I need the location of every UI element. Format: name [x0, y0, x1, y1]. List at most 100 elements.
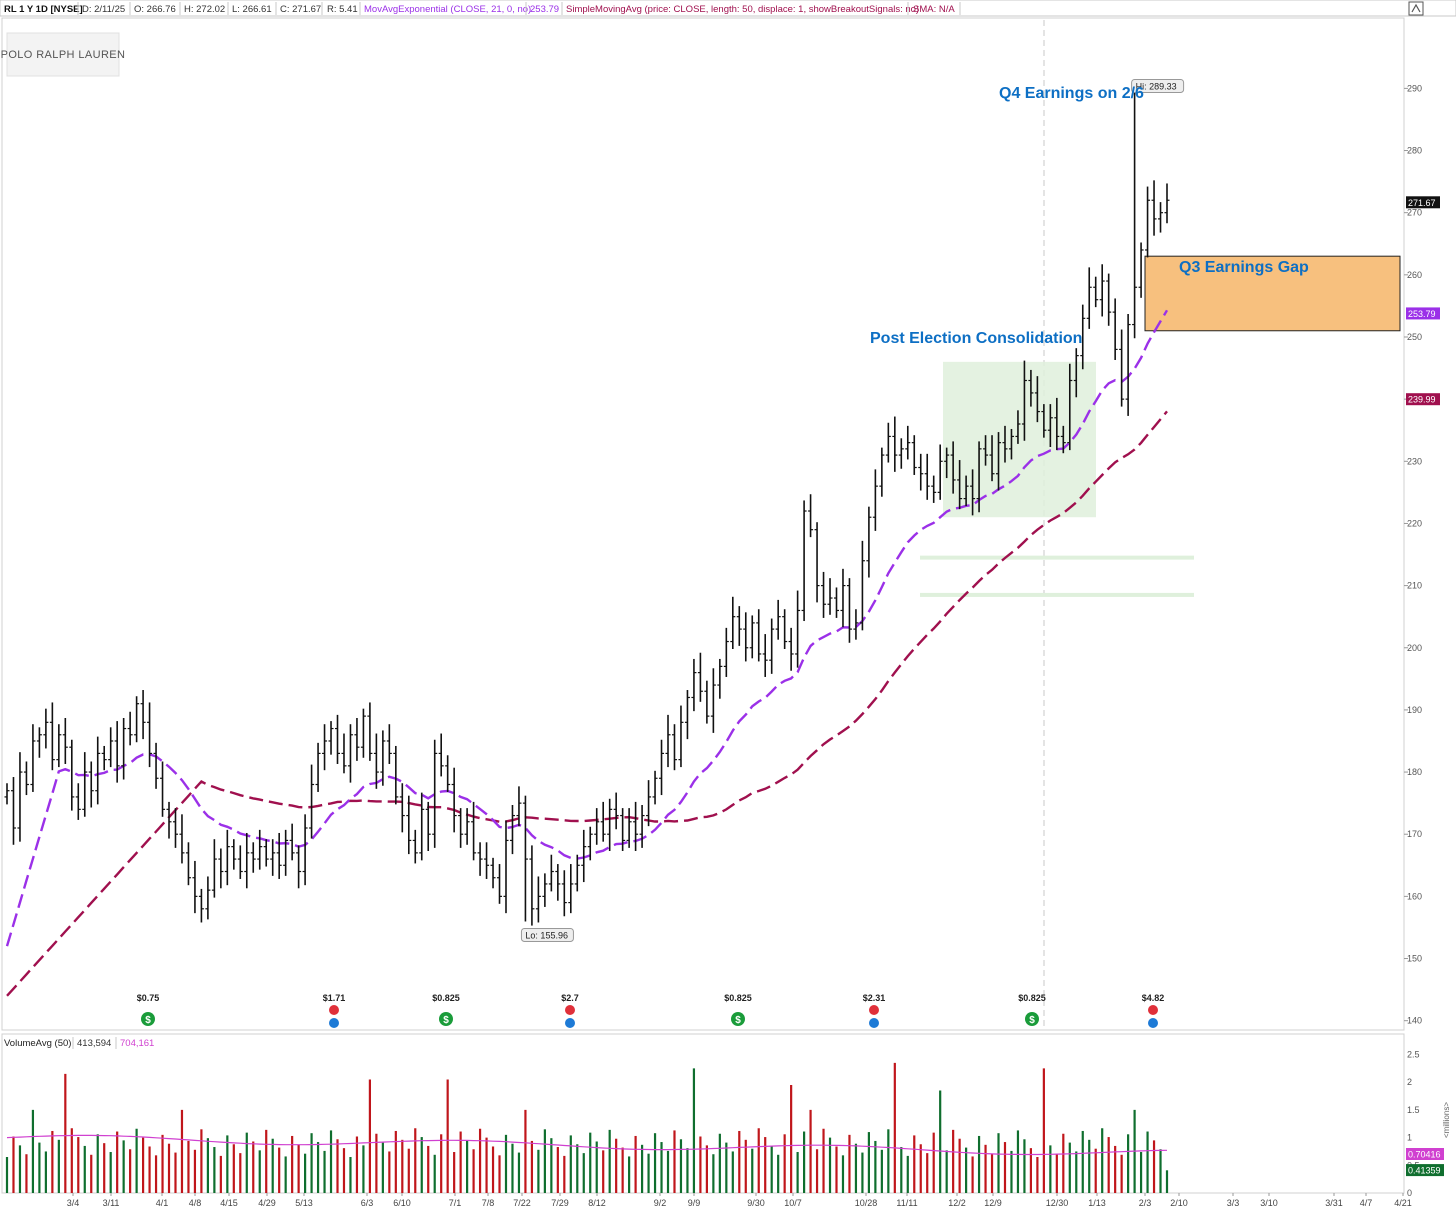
- close-price-tag-label: 271.67: [1408, 198, 1436, 208]
- date-label: D: 2/11/25: [82, 4, 125, 15]
- price-tick-label: 160: [1407, 891, 1422, 901]
- date-tick-label: 3/3: [1227, 1198, 1240, 1208]
- low-callout-box: [520, 927, 574, 942]
- price-tick-label: 270: [1407, 208, 1422, 218]
- dividend-amount-label: $0.825: [724, 993, 752, 1003]
- earnings-info-icon[interactable]: [1148, 1018, 1158, 1028]
- volume-label: VolumeAvg (50): [4, 1038, 71, 1049]
- low-label: L: 266.61: [232, 4, 272, 15]
- ema21-price-tag-label: 253.79: [1408, 309, 1436, 319]
- earnings-amount-label: $1.71: [323, 993, 346, 1003]
- date-tick-label: 11/11: [896, 1198, 917, 1208]
- support-line-2: [920, 592, 1194, 597]
- volume-unit-label: <millions>: [1442, 1102, 1451, 1138]
- volume-value: 413,594: [77, 1038, 111, 1049]
- date-tick-label: 3/11: [103, 1198, 120, 1208]
- ema21-price-tag: [1406, 307, 1440, 320]
- earnings-info-icon[interactable]: [565, 1018, 575, 1028]
- date-tick-label: 5/13: [295, 1198, 313, 1208]
- date-tick-label: 8/12: [588, 1198, 606, 1208]
- date-tick-label: 12/2: [948, 1198, 966, 1208]
- high-callout-label: Hi: 289.33: [1136, 82, 1177, 92]
- ema-study-label: MovAvgExponential (CLOSE, 21, 0, no): [364, 4, 531, 15]
- date-tick-label: 9/2: [654, 1198, 667, 1208]
- date-tick-label: 4/29: [258, 1198, 276, 1208]
- volume-tick-label: 2.5: [1407, 1050, 1420, 1060]
- price-tick-label: 170: [1407, 829, 1422, 839]
- dividend-icon-glyph: $: [443, 1015, 449, 1026]
- dividend-icon[interactable]: [1025, 1012, 1039, 1026]
- earnings-info-icon[interactable]: [329, 1018, 339, 1028]
- date-tick-label: 3/31: [1325, 1198, 1343, 1208]
- earnings-amount-label: $2.7: [561, 993, 579, 1003]
- date-tick-label: 4/7: [1360, 1198, 1373, 1208]
- date-tick-label: 4/8: [189, 1198, 202, 1208]
- date-tick-label: 9/30: [747, 1198, 765, 1208]
- support-line-1: [920, 555, 1194, 560]
- price-tick-label: 290: [1407, 83, 1422, 93]
- price-tick-label: 280: [1407, 146, 1422, 156]
- volume-last-tag: [1406, 1148, 1444, 1161]
- high-label: H: 272.02: [184, 4, 225, 15]
- close-price-tag: [1406, 196, 1440, 209]
- date-tick-label: 3/4: [67, 1198, 80, 1208]
- price-pane-frame: [1, 17, 1405, 1031]
- sma50-price-tag: [1406, 393, 1440, 406]
- volume-tick-label: 1: [1407, 1133, 1412, 1143]
- price-tick-label: 210: [1407, 581, 1422, 591]
- price-tick-label: 180: [1407, 767, 1422, 777]
- dividend-icon[interactable]: [141, 1012, 155, 1026]
- high-callout-box: [1131, 79, 1185, 94]
- date-tick-label: 10/28: [855, 1198, 878, 1208]
- ema-value-label: 253.79: [530, 4, 559, 15]
- earnings-gap-box: [1144, 255, 1401, 332]
- sma50-price-tag-label: 239.99: [1408, 395, 1436, 405]
- date-tick-label: 1/13: [1088, 1198, 1106, 1208]
- volume-tick-label: 1.5: [1407, 1105, 1420, 1115]
- earnings-icon[interactable]: [1148, 1005, 1158, 1015]
- dividend-icon[interactable]: [439, 1012, 453, 1026]
- volume-avg-line: [6, 1134, 1168, 1156]
- volume-pane-frame: [1, 1033, 1405, 1194]
- date-tick-label: 7/1: [449, 1198, 462, 1208]
- dividend-icon[interactable]: [731, 1012, 745, 1026]
- sma-extra-label: SMA: N/A: [913, 4, 955, 15]
- date-tick-label: 9/9: [688, 1198, 701, 1208]
- open-label: O: 266.76: [134, 4, 176, 15]
- price-tick-label: 230: [1407, 456, 1422, 466]
- volume-last-tag-label: 0.70416: [1408, 1150, 1441, 1160]
- earnings-icon[interactable]: [329, 1005, 339, 1015]
- date-tick-label: 4/1: [156, 1198, 169, 1208]
- volume-last-tag-label: 0.41359: [1408, 1166, 1441, 1176]
- date-tick-label: 4/21: [1394, 1198, 1412, 1208]
- sma-study-label: SimpleMovingAvg (price: CLOSE, length: 5…: [566, 4, 919, 15]
- price-tick-label: 200: [1407, 643, 1422, 653]
- symbol-label: RL 1 Y 1D [NYSE]: [4, 4, 83, 15]
- close-label: C: 271.67: [280, 4, 321, 15]
- low-callout-label: Lo: 155.96: [525, 930, 568, 940]
- date-tick-label: 10/7: [784, 1198, 802, 1208]
- volume-tick-label: 2: [1407, 1077, 1412, 1087]
- q4-earnings-annotation: Q4 Earnings on 2/6: [999, 85, 1144, 102]
- earnings-icon[interactable]: [869, 1005, 879, 1015]
- settings-icon-glyph: [1411, 3, 1421, 13]
- price-tick-label: 220: [1407, 518, 1422, 528]
- sma-50-line: [6, 410, 1168, 997]
- price-tick-label: 140: [1407, 1016, 1422, 1026]
- dividend-icon-glyph: $: [735, 1015, 741, 1026]
- earnings-info-icon[interactable]: [869, 1018, 879, 1028]
- q3-gap-annotation: Q3 Earnings Gap: [1179, 259, 1309, 276]
- earnings-icon[interactable]: [565, 1005, 575, 1015]
- header-bar: [0, 0, 1456, 17]
- date-tick-label: 2/3: [1139, 1198, 1152, 1208]
- range-label: R: 5.41: [327, 4, 358, 15]
- dividend-amount-label: $0.825: [1018, 993, 1046, 1003]
- settings-icon[interactable]: [1408, 1, 1424, 16]
- volume-avg-value: 704,161: [120, 1038, 154, 1049]
- date-tick-label: 2/10: [1170, 1198, 1188, 1208]
- price-tick-label: 190: [1407, 705, 1422, 715]
- logo-box: [6, 32, 120, 77]
- price-tick-label: 250: [1407, 332, 1422, 342]
